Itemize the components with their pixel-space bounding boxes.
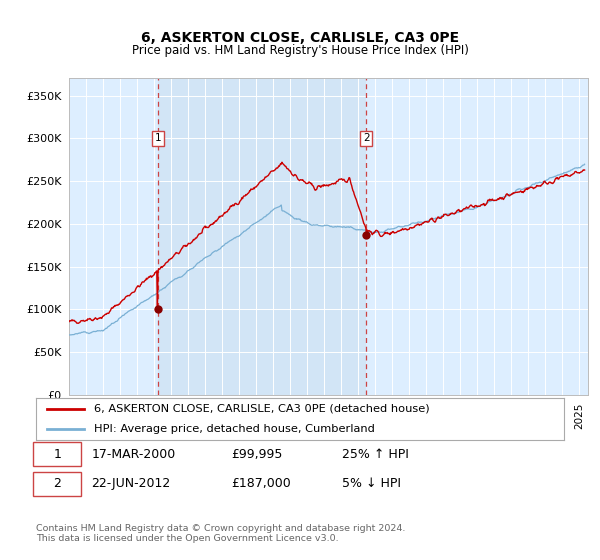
Text: Price paid vs. HM Land Registry's House Price Index (HPI): Price paid vs. HM Land Registry's House … xyxy=(131,44,469,57)
Text: 6, ASKERTON CLOSE, CARLISLE, CA3 0PE (detached house): 6, ASKERTON CLOSE, CARLISLE, CA3 0PE (de… xyxy=(94,404,430,414)
FancyBboxPatch shape xyxy=(34,442,81,466)
Text: 17-MAR-2000: 17-MAR-2000 xyxy=(91,447,176,461)
Text: HPI: Average price, detached house, Cumberland: HPI: Average price, detached house, Cumb… xyxy=(94,424,375,434)
Text: 6, ASKERTON CLOSE, CARLISLE, CA3 0PE: 6, ASKERTON CLOSE, CARLISLE, CA3 0PE xyxy=(141,31,459,45)
Text: 5% ↓ HPI: 5% ↓ HPI xyxy=(342,477,401,491)
Text: 2: 2 xyxy=(363,133,370,143)
Text: 1: 1 xyxy=(154,133,161,143)
Text: 1: 1 xyxy=(53,447,61,461)
Bar xyxy=(158,78,366,395)
Text: 2: 2 xyxy=(53,477,61,491)
Text: 25% ↑ HPI: 25% ↑ HPI xyxy=(342,447,409,461)
Text: 22-JUN-2012: 22-JUN-2012 xyxy=(91,477,170,491)
Text: £99,995: £99,995 xyxy=(232,447,283,461)
Text: £187,000: £187,000 xyxy=(232,477,291,491)
Text: Contains HM Land Registry data © Crown copyright and database right 2024.
This d: Contains HM Land Registry data © Crown c… xyxy=(36,524,406,543)
FancyBboxPatch shape xyxy=(34,472,81,496)
